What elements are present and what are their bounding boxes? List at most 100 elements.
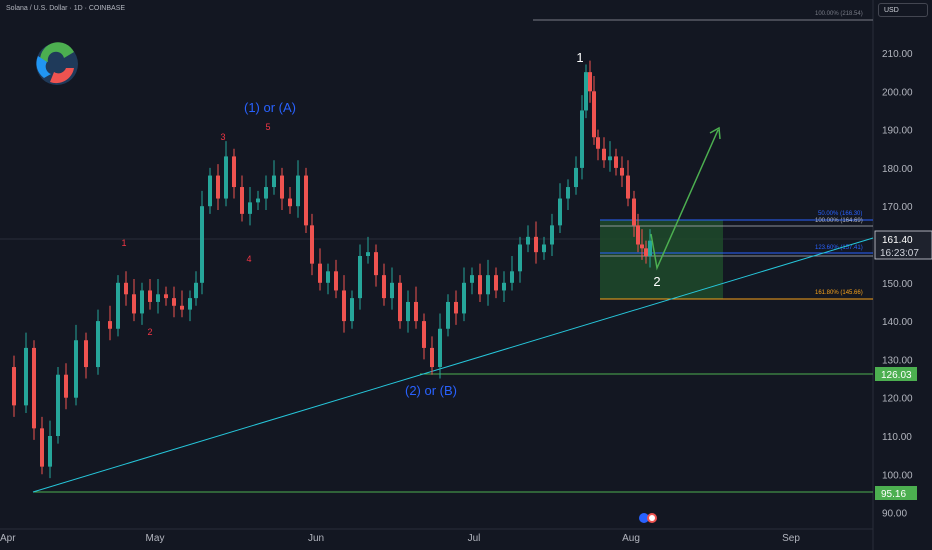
candle-body — [96, 321, 100, 368]
candle-body — [240, 187, 244, 214]
candle-body — [140, 290, 144, 314]
candle-body — [430, 347, 434, 368]
fib-top-label: 100.00% (218.54) — [815, 11, 863, 17]
candle-body — [84, 340, 88, 368]
fib-50-label: 50.00% (166.30) — [818, 211, 862, 217]
candle-body — [48, 436, 52, 467]
candle-body — [406, 301, 410, 322]
price-tick-label: 190.00 — [882, 126, 913, 137]
candles — [12, 60, 652, 479]
event-icons[interactable] — [639, 513, 657, 523]
time-tick-label: May — [146, 533, 165, 544]
candle-body — [108, 321, 112, 329]
wave-label-1-or-a: (1) or (A) — [244, 100, 296, 115]
candle-body — [602, 148, 606, 161]
price-tick-label: 180.00 — [882, 164, 913, 175]
candle-body — [648, 240, 652, 256]
candle-body — [224, 156, 228, 199]
candle-body — [510, 271, 514, 283]
candle-body — [470, 275, 474, 283]
candle-body — [366, 252, 370, 256]
price-tick-label: 90.00 — [882, 509, 907, 520]
candle-body — [596, 137, 600, 149]
candle-body — [296, 175, 300, 207]
price-axis: 210.00200.00190.00180.00170.00160.00150.… — [882, 49, 913, 520]
price-tick-label: 210.00 — [882, 49, 913, 60]
price-tick-label: 140.00 — [882, 317, 913, 328]
current-price-tag: 161.40 16:23:07 — [874, 230, 932, 260]
time-tick-label: Jun — [308, 533, 324, 544]
candle-body — [494, 275, 498, 291]
subwave-1: 1 — [121, 238, 126, 248]
candle-body — [382, 275, 386, 299]
projection-arrow — [650, 129, 719, 271]
wave-label-2-or-b: (2) or (B) — [405, 383, 457, 398]
candle-body — [116, 282, 120, 329]
candle-body — [280, 175, 284, 199]
candle-body — [422, 321, 426, 348]
candle-body — [580, 110, 584, 168]
trendline — [32, 237, 874, 493]
candle-body — [584, 72, 588, 111]
candle-body — [486, 275, 490, 295]
candle-body — [542, 244, 546, 253]
candle-body — [632, 198, 636, 226]
candle-body — [188, 298, 192, 310]
candle-body — [644, 248, 648, 256]
current-price-value: 161.40 — [882, 235, 913, 246]
candle-body — [310, 225, 314, 264]
candle-body — [24, 347, 28, 406]
candle-body — [614, 156, 618, 168]
candle-body — [626, 175, 630, 199]
support-126-value: 126.03 — [881, 370, 912, 381]
candle-body — [124, 282, 128, 295]
candle-body — [256, 198, 260, 203]
candle-body — [200, 206, 204, 283]
candle-body — [462, 282, 466, 314]
candle-body — [156, 294, 160, 302]
candle-body — [40, 428, 44, 467]
price-tick-label: 170.00 — [882, 202, 913, 213]
candle-body — [208, 175, 212, 207]
candle-body — [518, 244, 522, 272]
currency-button[interactable]: USD — [878, 3, 928, 17]
candle-body — [398, 282, 402, 322]
candle-body — [390, 282, 394, 299]
arrow-head — [709, 126, 721, 140]
candle-body — [194, 282, 198, 299]
fib-161-label: 161.80% (145.66) — [815, 290, 863, 296]
subwave-3: 3 — [220, 132, 225, 142]
candle-body — [588, 72, 592, 92]
candle-body — [334, 271, 338, 291]
candle-body — [180, 305, 184, 310]
candle-body — [640, 244, 644, 249]
candle-body — [502, 282, 506, 291]
candle-body — [56, 374, 60, 436]
candle-body — [172, 298, 176, 306]
subwave-2: 2 — [147, 327, 152, 337]
subwave-4: 4 — [246, 254, 251, 264]
time-tick-label: Sep — [782, 533, 800, 544]
candle-body — [566, 187, 570, 199]
price-tick-label: 200.00 — [882, 87, 913, 98]
logo — [36, 42, 78, 85]
candle-body — [358, 255, 362, 299]
support-95-value: 95.16 — [881, 489, 906, 500]
price-tick-label: 150.00 — [882, 279, 913, 290]
wave-label-2: 2 — [653, 274, 660, 289]
candle-body — [216, 175, 220, 199]
candle-body — [164, 294, 168, 299]
chart-title: Solana / U.S. Dollar · 1D · COINBASE — [6, 5, 126, 12]
candle-body — [318, 263, 322, 283]
candle-body — [248, 202, 252, 214]
support-126-tag: 126.03 — [875, 367, 917, 381]
candle-body — [478, 275, 482, 295]
subwave-5: 5 — [265, 122, 270, 132]
fib-100-label: 100.00% (164.69) — [815, 218, 863, 224]
candle-body — [374, 252, 378, 276]
candle-body — [232, 156, 236, 188]
wave-label-1: 1 — [576, 50, 583, 65]
candle-body — [74, 340, 78, 398]
